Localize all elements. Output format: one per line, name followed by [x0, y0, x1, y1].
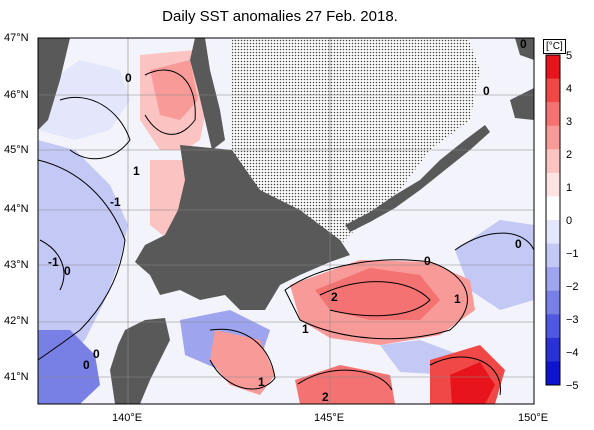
contours: [38, 69, 534, 396]
warm-anomaly-sakhalin: [150, 60, 198, 120]
cold-anomaly-nw: [38, 60, 130, 140]
colorbar-swatch: [546, 337, 560, 362]
lon-label: 145°E: [314, 412, 345, 424]
warm-anomaly-south2: [295, 365, 395, 404]
colorbar-label: 3: [566, 116, 573, 128]
lat-label: 46°N: [4, 89, 29, 101]
contour-label: 0: [83, 358, 90, 372]
contour-label: 2: [331, 290, 338, 304]
colorbar-swatch: [546, 102, 560, 127]
land-kamchatka-tip: [510, 88, 534, 120]
contour-label: 1: [133, 164, 140, 178]
land-honshu-north: [110, 318, 170, 404]
colorbar-label: −3: [566, 314, 579, 326]
colorbar-swatch: [546, 172, 560, 197]
colorbar-label: −5: [566, 380, 579, 392]
colorbar-swatch: [546, 196, 560, 221]
graticule: [38, 38, 534, 404]
colorbar: [545, 54, 561, 386]
contour-label: -1: [48, 255, 59, 269]
contour-label: 0: [515, 237, 522, 251]
colorbar-swatch: [546, 314, 560, 339]
land-sakhalin: [190, 38, 225, 150]
cold-anomaly-sw: [38, 330, 100, 404]
contour-label: 1: [258, 375, 265, 389]
map-title: Daily SST anomalies 27 Feb. 2018.: [162, 8, 398, 25]
colorbar-label: 1: [566, 182, 573, 194]
contour-label: -1: [110, 195, 121, 209]
lat-label: 41°N: [4, 371, 29, 383]
colorbar-swatch: [546, 361, 560, 386]
contour-label: 0: [520, 37, 527, 51]
colorbar-label: 4: [566, 83, 573, 95]
lon-label: 150°E: [518, 412, 549, 424]
contour-label: 0: [125, 71, 132, 85]
colorbar-label: −2: [566, 281, 579, 293]
colorbar-swatch: [546, 55, 560, 80]
lon-label: 140°E: [112, 412, 143, 424]
cold-anomaly-west: [38, 140, 128, 370]
map-frame: [37, 37, 535, 405]
contour-label: 1: [302, 322, 309, 336]
land-hokkaido: [135, 145, 350, 310]
unit-label: [°C]: [543, 39, 566, 54]
lat-label: 47°N: [4, 32, 29, 44]
colorbar-swatch: [546, 149, 560, 174]
colorbar-swatch: [546, 290, 560, 315]
lat-label: 43°N: [4, 259, 29, 271]
contour-label: 0: [483, 84, 490, 98]
warm-anomaly-east2: [315, 268, 440, 320]
warm-anomaly-se-core: [450, 362, 495, 404]
lat-label: 42°N: [4, 315, 29, 327]
land-kurils: [345, 125, 490, 232]
colorbar-swatch: [546, 220, 560, 245]
colorbar-label: 0: [566, 215, 573, 227]
contour-label: 0: [64, 264, 71, 278]
lat-label: 44°N: [4, 203, 29, 215]
warm-anomaly-south: [210, 330, 275, 395]
colorbar-swatch: [546, 125, 560, 150]
colorbar-label: 5: [566, 50, 573, 62]
colorbar-label: −4: [566, 347, 579, 359]
colorbar-swatch: [546, 78, 560, 103]
land-asia-coast: [38, 38, 70, 130]
contour-label: 2: [322, 390, 329, 404]
contour-label: 1: [454, 292, 461, 306]
contour-label: 0: [93, 347, 100, 361]
colorbar-label: −1: [566, 248, 579, 260]
contour-label: 0: [424, 254, 431, 268]
colorbar-swatch: [546, 243, 560, 268]
sea-ice-okhotsk: [232, 38, 480, 245]
lat-label: 45°N: [4, 144, 29, 156]
colorbar-swatch: [546, 267, 560, 292]
colorbar-frame: [545, 54, 561, 386]
colorbar-label: 2: [566, 149, 573, 161]
land-small-island: [515, 38, 534, 60]
